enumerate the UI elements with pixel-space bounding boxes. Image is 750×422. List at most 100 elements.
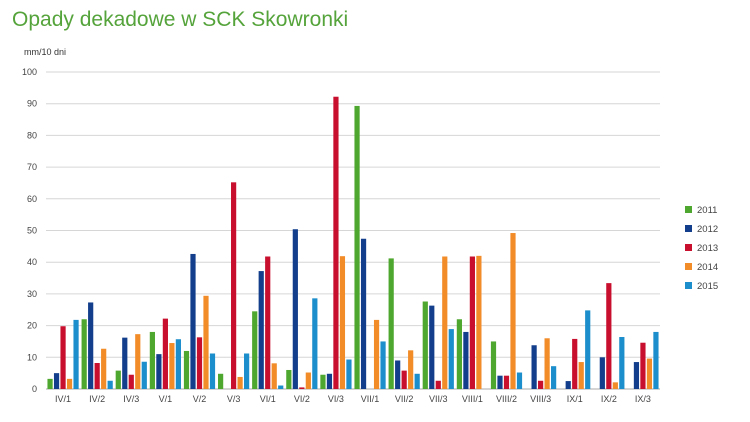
x-tick-label: IV/3 bbox=[123, 394, 139, 404]
bar-2014-IX-1 bbox=[578, 362, 584, 389]
y-tick-label: 80 bbox=[27, 130, 37, 140]
bar-2014-IV-1 bbox=[66, 378, 73, 389]
bar-2011-VII-1 bbox=[354, 105, 360, 389]
bar-2013-V-3 bbox=[231, 182, 237, 389]
bar-2011-VII-3 bbox=[422, 301, 428, 389]
y-tick-label: 60 bbox=[27, 194, 37, 204]
bar-2012-V-1 bbox=[156, 354, 162, 389]
bar-2015-VII-1 bbox=[380, 341, 386, 389]
bar-2014-VIII-1 bbox=[476, 255, 482, 389]
bar-2012-IX-1 bbox=[565, 381, 571, 389]
bar-2013-VI-2 bbox=[299, 387, 305, 389]
x-tick-label: VIII/2 bbox=[496, 394, 517, 404]
bar-2015-V-3 bbox=[244, 353, 250, 389]
bar-2013-VI-3 bbox=[333, 96, 339, 389]
bars bbox=[47, 96, 659, 389]
x-tick-label: IX/1 bbox=[567, 394, 583, 404]
bar-2013-IV-2 bbox=[94, 363, 100, 389]
bar-2015-VIII-2 bbox=[516, 372, 523, 389]
bar-2012-IX-3 bbox=[633, 362, 640, 389]
y-tick-label: 70 bbox=[27, 162, 37, 172]
bar-2013-V-1 bbox=[162, 318, 168, 389]
bar-2014-VII-2 bbox=[408, 350, 414, 389]
bar-2014-VIII-3 bbox=[544, 338, 550, 389]
x-tick-label: IV/1 bbox=[55, 394, 71, 404]
bar-2012-VI-1 bbox=[258, 271, 264, 389]
bar-2015-IX-3 bbox=[653, 331, 659, 389]
legend-swatch bbox=[685, 225, 692, 232]
bar-2011-IV-3 bbox=[115, 370, 121, 389]
bar-2014-V-2 bbox=[203, 295, 209, 389]
y-tick-label: 10 bbox=[27, 352, 37, 362]
x-tick-label: V/2 bbox=[193, 394, 207, 404]
bar-2015-VI-1 bbox=[278, 385, 284, 389]
bar-2011-VIII-2 bbox=[490, 341, 497, 389]
y-tick-label: 100 bbox=[22, 67, 37, 77]
bar-2013-VIII-2 bbox=[503, 375, 510, 389]
bar-2013-VIII-3 bbox=[538, 380, 544, 389]
bar-2011-V-1 bbox=[149, 331, 155, 389]
bar-2013-V-2 bbox=[196, 337, 203, 389]
bar-2011-VII-2 bbox=[388, 258, 394, 389]
bar-2015-VII-3 bbox=[448, 329, 454, 389]
bar-2015-V-1 bbox=[175, 339, 181, 389]
y-tick-label: 20 bbox=[27, 321, 37, 331]
bar-2011-VIII-1 bbox=[456, 319, 462, 389]
legend: 2011 2012 2013 2014 2015 bbox=[685, 205, 718, 292]
bar-2013-VII-3 bbox=[435, 380, 441, 389]
bar-2014-IX-2 bbox=[612, 382, 618, 389]
bar-2015-IV-2 bbox=[107, 380, 113, 389]
x-tick-label: IV/2 bbox=[89, 394, 105, 404]
bar-2013-IV-3 bbox=[128, 374, 134, 389]
legend-swatch bbox=[685, 244, 692, 251]
bar-2012-VII-3 bbox=[429, 305, 435, 389]
bar-2015-VII-2 bbox=[414, 373, 420, 389]
bar-2011-IV-2 bbox=[81, 319, 87, 389]
chart-title: Opady dekadowe w SCK Skowronki bbox=[12, 8, 349, 31]
x-tick-label: VI/2 bbox=[294, 394, 310, 404]
x-tick-label: VI/1 bbox=[260, 394, 276, 404]
bar-2015-IV-1 bbox=[73, 319, 79, 389]
bar-2012-VI-2 bbox=[292, 229, 298, 389]
bar-2014-IV-3 bbox=[135, 334, 141, 389]
bar-2014-VIII-2 bbox=[510, 233, 516, 389]
bar-2013-VI-1 bbox=[265, 256, 271, 389]
bar-2012-V-2 bbox=[190, 253, 196, 389]
bar-2012-VIII-3 bbox=[531, 345, 537, 389]
bar-2014-IV-2 bbox=[101, 348, 107, 389]
bar-2012-IX-2 bbox=[599, 357, 605, 389]
legend-swatch bbox=[685, 282, 692, 289]
bar-2014-IX-3 bbox=[646, 358, 653, 389]
bar-2015-V-2 bbox=[209, 353, 216, 389]
legend-label: 2014 bbox=[697, 262, 718, 273]
legend-swatch bbox=[685, 206, 692, 213]
bar-2013-IX-3 bbox=[640, 342, 646, 389]
bar-2011-VI-2 bbox=[286, 369, 292, 389]
y-tick-label: 90 bbox=[27, 99, 37, 109]
legend-label: 2013 bbox=[697, 243, 718, 254]
bar-2012-VI-3 bbox=[326, 373, 333, 389]
bar-2012-VII-2 bbox=[395, 360, 401, 389]
x-tick-label: V/3 bbox=[227, 394, 241, 404]
bar-2011-VI-3 bbox=[320, 374, 326, 389]
bar-2015-VI-2 bbox=[312, 298, 318, 389]
y-tick-label: 50 bbox=[27, 226, 37, 236]
x-tick-label: VIII/1 bbox=[462, 394, 483, 404]
y-axis-ticks: 0 10 20 30 40 50 60 70 80 90 100 bbox=[22, 67, 37, 394]
bar-2014-VII-1 bbox=[373, 319, 380, 389]
y-tick-label: 40 bbox=[27, 257, 37, 267]
bar-2012-VIII-1 bbox=[463, 331, 469, 389]
legend-label: 2012 bbox=[697, 224, 718, 235]
bar-2015-IX-1 bbox=[585, 310, 591, 389]
bar-2013-VII-2 bbox=[401, 370, 407, 389]
bar-2012-IV-3 bbox=[122, 337, 128, 389]
bar-2012-VII-1 bbox=[360, 238, 367, 389]
bar-2014-VI-3 bbox=[339, 256, 346, 389]
x-tick-label: IX/3 bbox=[635, 394, 651, 404]
x-axis-ticks: IV/1 IV/2 IV/3 V/1 V/2 V/3 VI/1 VI/2 VI/3 VII/1 VI… bbox=[55, 394, 651, 404]
x-tick-label: V/1 bbox=[159, 394, 173, 404]
bar-2014-VII-3 bbox=[442, 256, 448, 389]
y-tick-label: 0 bbox=[32, 384, 37, 394]
bar-2015-IX-2 bbox=[619, 337, 625, 389]
